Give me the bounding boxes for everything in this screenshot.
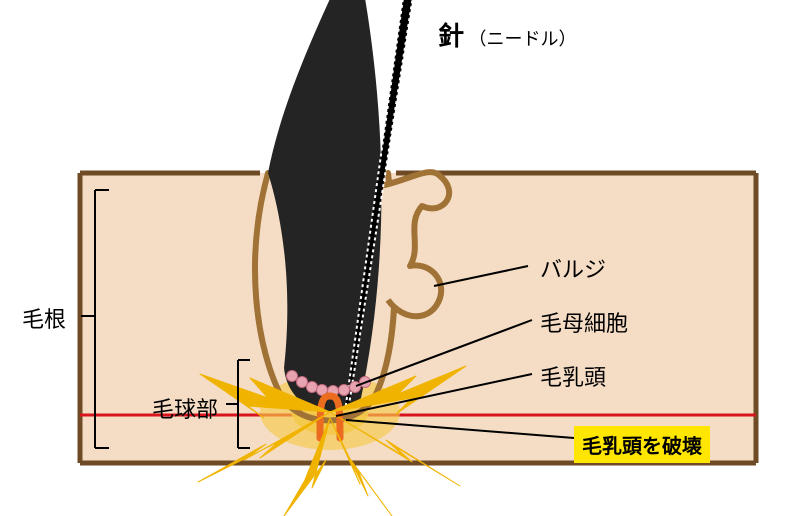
label-bulb: 毛球部 [152,392,218,424]
label-bulge: バルジ [540,252,606,284]
callout-destroy: 毛乳頭を破壊 [574,426,710,463]
label-matrix: 毛母細胞 [540,306,628,338]
label-root: 毛根 [22,302,66,334]
label-needle-title: 針 [438,21,464,51]
label-papilla: 毛乳頭 [540,360,606,392]
label-needle: 針 （ニードル） [438,16,576,53]
label-needle-sub: （ニードル） [468,29,576,49]
